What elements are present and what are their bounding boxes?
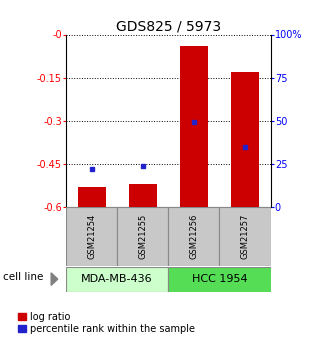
Text: GSM21257: GSM21257	[241, 214, 249, 259]
Bar	[129, 184, 157, 207]
Text: GSM21255: GSM21255	[138, 214, 147, 259]
Text: GSM21254: GSM21254	[87, 214, 96, 259]
Title: GDS825 / 5973: GDS825 / 5973	[116, 19, 221, 33]
Bar	[168, 267, 271, 292]
Bar	[66, 267, 168, 292]
Text: MDA-MB-436: MDA-MB-436	[81, 274, 153, 284]
Bar	[231, 72, 259, 207]
Bar	[78, 187, 106, 207]
Text: HCC 1954: HCC 1954	[192, 274, 247, 284]
Bar	[180, 46, 208, 207]
Legend: log ratio, percentile rank within the sample: log ratio, percentile rank within the sa…	[18, 312, 195, 334]
Text: cell line: cell line	[3, 273, 44, 282]
Bar	[219, 207, 271, 266]
Bar	[117, 207, 168, 266]
Polygon shape	[51, 273, 58, 285]
Bar	[66, 207, 117, 266]
Bar	[168, 207, 219, 266]
Text: GSM21256: GSM21256	[189, 214, 198, 259]
